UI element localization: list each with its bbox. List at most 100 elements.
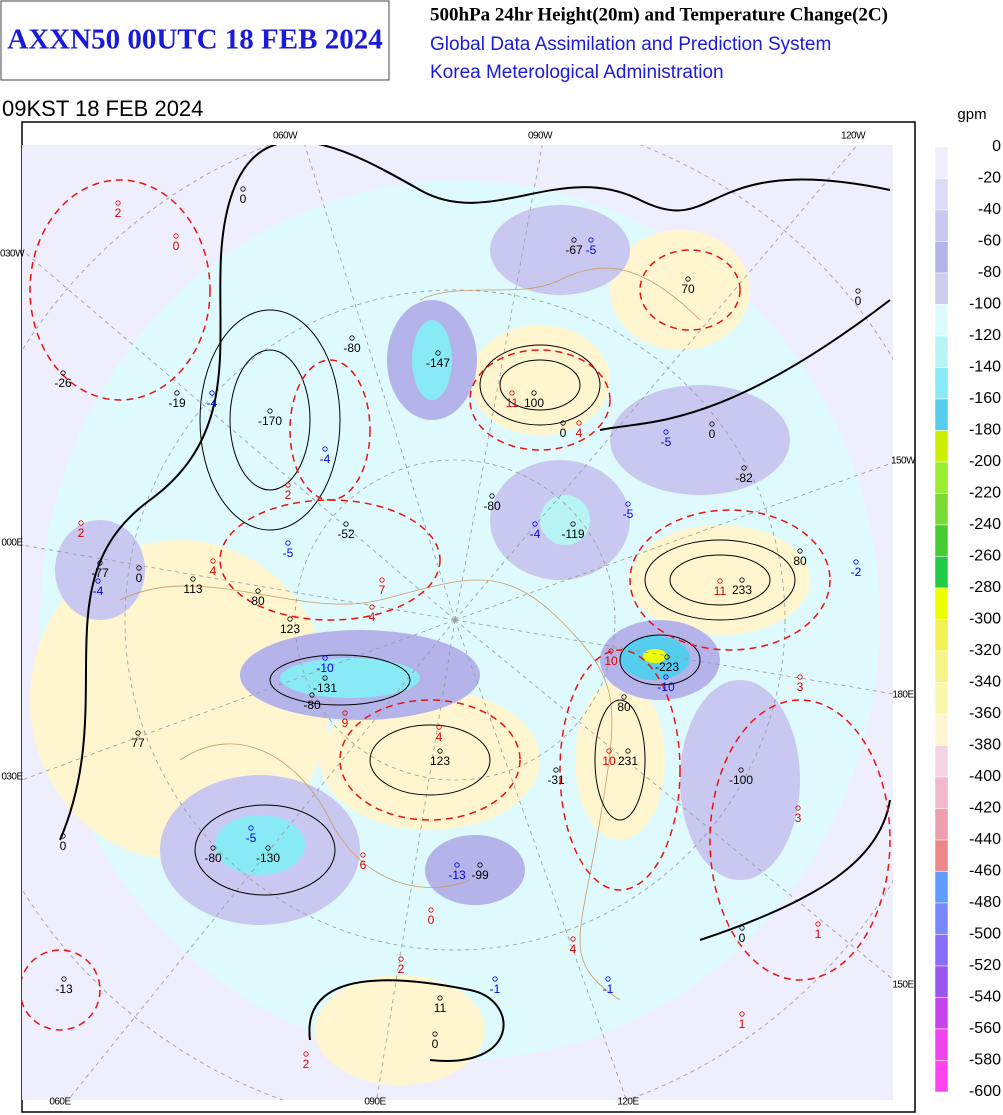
graticule-label: 030E (1, 772, 23, 783)
graticule-label: 090E (364, 1097, 386, 1108)
legend-swatch (934, 839, 949, 872)
station-mark (608, 648, 614, 654)
station-mark (209, 390, 215, 396)
legend-level: -80 (978, 264, 1001, 281)
legend-level: -560 (969, 1020, 1001, 1037)
map-value-label: -13 (55, 982, 73, 996)
station-mark (738, 767, 744, 773)
station-mark (739, 925, 745, 931)
station-mark (95, 578, 101, 584)
station-mark (576, 420, 582, 426)
legend-swatch (934, 997, 949, 1030)
graticule-label: 150W (891, 456, 916, 467)
map-value-label: 70 (681, 282, 695, 296)
map-value-label: 3 (797, 680, 804, 694)
map-value-label: 1 (739, 1017, 746, 1031)
map-value-label: -2 (851, 565, 862, 579)
map-value-label: 4 (369, 610, 376, 624)
legend-swatch (934, 713, 949, 746)
legend-swatch (934, 304, 949, 337)
map-value-label: -77 (91, 566, 109, 580)
map-value-label: 0 (709, 427, 716, 441)
station-mark (741, 465, 747, 471)
map-value-label: 113 (183, 582, 202, 596)
legend-level: -340 (969, 674, 1001, 691)
legend-swatch (934, 650, 949, 683)
map-value-label: 7 (379, 583, 386, 597)
map-value-label: -82 (735, 471, 753, 485)
station-mark (343, 521, 349, 527)
map-value-label: -1 (603, 982, 614, 996)
legend-level: -520 (969, 957, 1001, 974)
map-value-label: 4 (436, 730, 443, 744)
legend-level: -100 (969, 296, 1001, 313)
map-value-label: 77 (131, 736, 145, 750)
station-mark (303, 1051, 309, 1057)
legend-level: -380 (969, 737, 1001, 754)
map-value-label: 4 (576, 426, 583, 440)
station-mark (61, 976, 67, 982)
station-mark (285, 482, 291, 488)
legend-level: -180 (969, 422, 1001, 439)
map-value-label: 123 (280, 622, 300, 636)
map-value-label: 0 (60, 839, 67, 853)
legend-swatch (934, 965, 949, 998)
map-value-label: -5 (283, 546, 294, 560)
valid-time: 09KST 18 FEB 2024 (2, 96, 203, 121)
map-value-label: -1 (490, 982, 501, 996)
map-value-label: 11 (714, 584, 727, 598)
legend-swatch (934, 367, 949, 400)
legend-swatch (934, 272, 949, 305)
station-mark (285, 540, 291, 546)
graticule-label: 030W (0, 249, 25, 260)
station-mark (815, 921, 821, 927)
legend-level: -220 (969, 485, 1001, 502)
station-mark (210, 558, 216, 564)
legend-level: -320 (969, 642, 1001, 659)
station-mark (739, 577, 745, 583)
legend-level: -440 (969, 831, 1001, 848)
station-mark (795, 805, 801, 811)
station-mark (322, 446, 328, 452)
map-value-label: -80 (204, 851, 222, 865)
legend-level: -400 (969, 768, 1001, 785)
map-value-label: -67 (565, 243, 583, 257)
map-value-label: 4 (210, 564, 217, 578)
station-mark (489, 493, 495, 499)
legend-swatch (934, 461, 949, 494)
legend-swatch (934, 871, 949, 904)
station-mark (588, 237, 594, 243)
station-mark (570, 936, 576, 942)
station-mark (309, 692, 315, 698)
graticule-label: 120W (841, 131, 866, 142)
station-mark (663, 429, 669, 435)
legend-swatch (934, 335, 949, 368)
map-value-label: -10 (657, 680, 675, 694)
station-mark (174, 390, 180, 396)
station-mark (855, 288, 861, 294)
map-value-label: 80 (617, 700, 631, 714)
station-mark (685, 276, 691, 282)
map-value-label: -130 (256, 851, 280, 865)
legend-level: -120 (969, 327, 1001, 344)
map-value-label: -147 (426, 356, 450, 370)
legend-level: -240 (969, 516, 1001, 533)
station-mark (349, 335, 355, 341)
legend-level: -480 (969, 894, 1001, 911)
map-value-label: -13 (448, 868, 466, 882)
map-value-label: 0 (560, 426, 567, 440)
map-value-label: -4 (93, 584, 104, 598)
legend-level: -580 (969, 1052, 1001, 1069)
map-value-label: -80 (483, 499, 501, 513)
legend-swatch (934, 808, 949, 841)
legend-swatch (934, 587, 949, 620)
station-mark (509, 390, 515, 396)
graticule-label: 180E (892, 690, 914, 701)
map-value-label: 231 (618, 754, 638, 768)
station-mark (398, 956, 404, 962)
map-value-label: -100 (729, 773, 753, 787)
product-id: AXXN50 00UTC 18 FEB 2024 (7, 24, 382, 56)
legend-level: -20 (978, 170, 1001, 187)
station-mark (432, 1031, 438, 1037)
map-value-label: 10 (604, 654, 618, 668)
